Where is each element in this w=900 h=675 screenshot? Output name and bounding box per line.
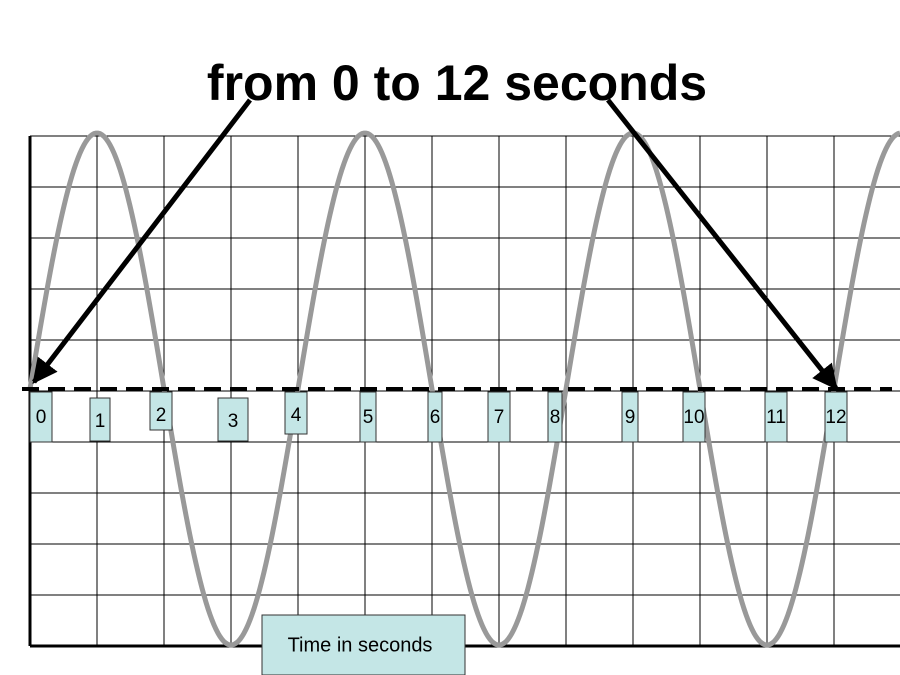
time-label: 12: [825, 407, 846, 428]
time-label: 0: [36, 407, 47, 428]
label-box: [284, 391, 308, 435]
label-box: [682, 391, 706, 443]
sine-wave: [27, 130, 900, 648]
time-label: 6: [430, 407, 441, 428]
caption-box: [261, 614, 466, 675]
label-box: [547, 391, 563, 443]
time-label: 7: [494, 407, 505, 428]
time-label: 1: [95, 411, 106, 432]
time-label: 8: [550, 407, 561, 428]
arrow-right: [606, 98, 838, 390]
time-label: 10: [683, 407, 704, 428]
label-box: [764, 391, 788, 443]
label-box: [359, 391, 377, 443]
label-box: [427, 391, 443, 443]
time-label: 11: [766, 407, 786, 428]
label-box: [217, 397, 249, 442]
label-box: [89, 397, 111, 442]
label-box: [29, 391, 53, 443]
label-box: [149, 391, 173, 431]
time-label: 2: [156, 405, 167, 426]
time-label: 5: [363, 407, 374, 428]
label-box: [487, 391, 511, 443]
label-box: [621, 391, 639, 443]
time-label: 9: [625, 407, 636, 428]
title: from 0 to 12 seconds: [207, 55, 707, 111]
caption: Time in seconds: [288, 634, 433, 656]
label-box: [824, 391, 848, 443]
time-label: 4: [291, 405, 302, 426]
time-label: 3: [228, 411, 239, 432]
time-labels: 0 1 2 3 4 5 6 7 8 9 10 11 12: [29, 391, 848, 443]
arrow-left: [32, 98, 252, 384]
